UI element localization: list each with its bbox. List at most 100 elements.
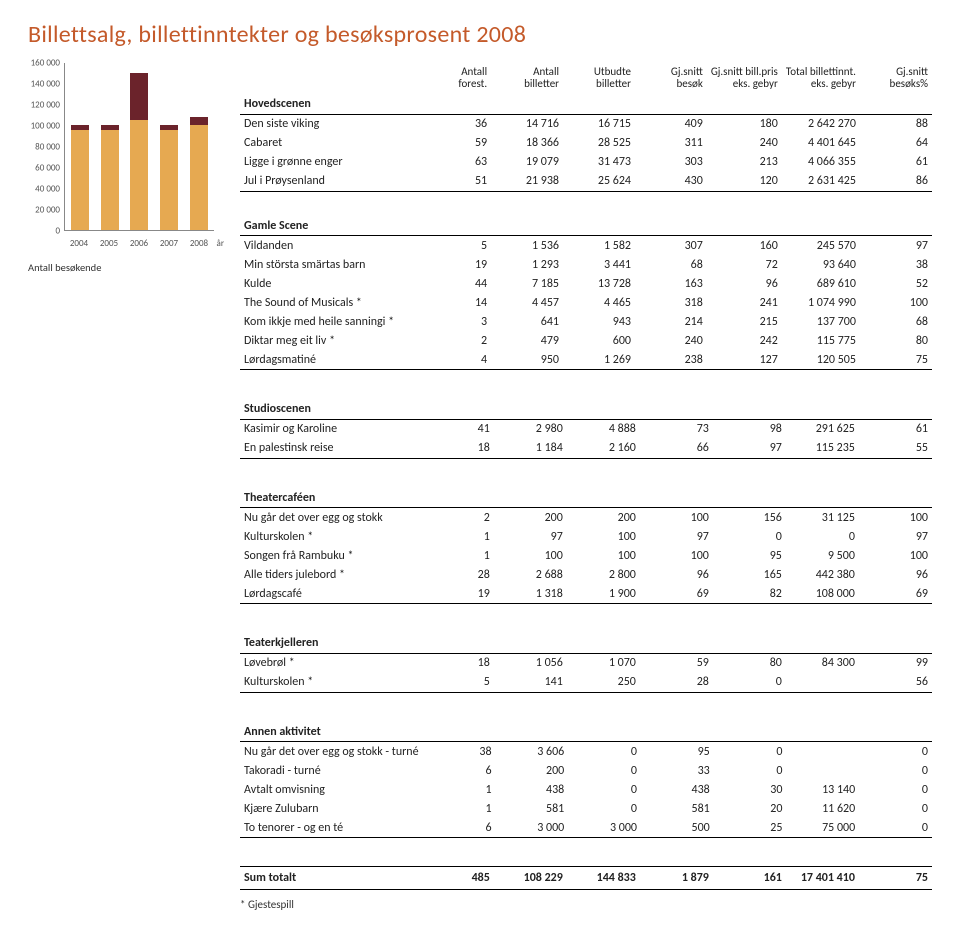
table-cell: 93 640 <box>782 255 860 274</box>
table-cell: 59 <box>640 653 713 673</box>
table-cell: 430 <box>635 172 707 192</box>
table-cell: 1 070 <box>567 653 640 673</box>
table-cell: 4 401 645 <box>782 134 860 153</box>
table-cell: 156 <box>713 508 786 528</box>
table-cell: 97 <box>494 527 567 546</box>
table-row: To tenorer - og en té63 0003 0005002575 … <box>240 818 932 838</box>
section-title: Annen aktivitet <box>240 721 932 742</box>
table-cell: 75 000 <box>786 818 859 838</box>
chart-ytick: 60 000 <box>28 163 60 174</box>
page-title: Billettsalg, billettinntekter og besøksp… <box>28 20 932 49</box>
table-cell: 1 293 <box>491 255 563 274</box>
table-cell: 18 <box>421 653 494 673</box>
table-cell: 69 <box>640 584 713 604</box>
table-cell: Min största smärtas barn <box>240 255 419 274</box>
table-cell: 163 <box>635 274 707 293</box>
table-cell: 3 <box>419 312 491 331</box>
table-cell: 200 <box>496 761 569 780</box>
table-cell: 438 <box>496 780 569 799</box>
col-header: Antallbilletter <box>491 63 563 93</box>
table-row: Takoradi - turné620003300 <box>240 761 932 780</box>
totals-row: Sum totalt485108 229144 8331 87916117 40… <box>240 867 932 890</box>
col-header: Gj.snittbesøk <box>635 63 707 93</box>
table-cell: 0 <box>859 780 932 799</box>
table-row: The Sound of Musicals *144 4574 46531824… <box>240 293 932 312</box>
chart-xtick: 2008 <box>185 238 213 249</box>
table-cell: 0 <box>568 799 641 818</box>
table-cell: 137 700 <box>782 312 860 331</box>
visitors-chart: 020 00040 00060 00080 000100 000120 0001… <box>28 63 218 253</box>
table-cell: Kulturskolen * <box>240 673 421 693</box>
table-cell: 2 800 <box>567 565 640 584</box>
chart-ytick: 0 <box>28 226 60 237</box>
table-cell: 14 716 <box>491 114 563 134</box>
table-row: Diktar meg eit liv *2479600240242115 775… <box>240 331 932 350</box>
table-cell: 141 <box>494 673 567 693</box>
table-cell: 127 <box>707 350 782 370</box>
chart-xtick: 2007 <box>155 238 183 249</box>
table-row: Avtalt omvisning143804383013 1400 <box>240 780 932 799</box>
table-cell: 51 <box>419 172 491 192</box>
table-cell: 38 <box>423 742 496 762</box>
chart-bar <box>101 125 119 230</box>
table-row: Cabaret5918 36628 5253112404 401 64564 <box>240 134 932 153</box>
table-cell: 120 <box>707 172 782 192</box>
chart-bar <box>190 117 208 230</box>
table-row: Lørdagscafé191 3181 9006982108 00069 <box>240 584 932 604</box>
chart-ytick: 160 000 <box>28 58 60 69</box>
totals-cell: 75 <box>859 867 932 890</box>
table-cell: 2 <box>419 331 491 350</box>
table-cell: 200 <box>494 508 567 528</box>
table-cell: 86 <box>860 172 932 192</box>
table-cell: 1 184 <box>494 439 567 459</box>
section-title: Gamle Scene <box>240 215 932 236</box>
table-cell: 1 269 <box>563 350 635 370</box>
table-cell: 100 <box>859 546 932 565</box>
table-cell: 479 <box>491 331 563 350</box>
table-cell: 100 <box>567 546 640 565</box>
table-cell: 311 <box>635 134 707 153</box>
table-cell: 2 160 <box>567 439 640 459</box>
table-cell: 943 <box>563 312 635 331</box>
table-cell: 240 <box>707 134 782 153</box>
table-cell: 14 <box>419 293 491 312</box>
table-cell: 80 <box>713 653 786 673</box>
table-row: Ligge i grønne enger6319 07931 473303213… <box>240 153 932 172</box>
table-cell: 3 000 <box>568 818 641 838</box>
table-cell: 0 <box>786 527 859 546</box>
table-row: Kom ikkje med heile sanningi *3641943214… <box>240 312 932 331</box>
table-cell: 2 688 <box>494 565 567 584</box>
table-cell: 64 <box>860 134 932 153</box>
section-title: Studioscenen <box>240 398 932 419</box>
chart-ytick: 40 000 <box>28 184 60 195</box>
table-cell: 100 <box>860 293 932 312</box>
table-cell: 55 <box>859 439 932 459</box>
table-cell: 1 <box>421 546 494 565</box>
table-cell: 31 125 <box>786 508 859 528</box>
data-table: Antallforest.AntallbilletterUtbudtebille… <box>240 63 932 370</box>
totals-table: Sum totalt485108 229144 8331 87916117 40… <box>240 866 932 890</box>
table-cell: 1 056 <box>494 653 567 673</box>
table-row: Lørdagsmatiné49501 269238127120 50575 <box>240 350 932 370</box>
table-cell: 4 888 <box>567 419 640 439</box>
table-cell: 4 066 355 <box>782 153 860 172</box>
table-cell: 82 <box>713 584 786 604</box>
table-cell: Lørdagscafé <box>240 584 421 604</box>
table-cell: 20 <box>714 799 787 818</box>
table-cell: 19 <box>421 584 494 604</box>
table-cell: 500 <box>641 818 714 838</box>
table-row: Kasimir og Karoline412 9804 8887398291 6… <box>240 419 932 439</box>
table-cell: 3 000 <box>496 818 569 838</box>
table-cell: 115 235 <box>786 439 859 459</box>
table-cell: Takoradi - turné <box>240 761 423 780</box>
table-cell: 63 <box>419 153 491 172</box>
chart-ytick: 120 000 <box>28 100 60 111</box>
table-cell: 245 570 <box>782 236 860 256</box>
table-cell: Alle tiders julebord * <box>240 565 421 584</box>
table-cell: To tenorer - og en té <box>240 818 423 838</box>
table-cell: 950 <box>491 350 563 370</box>
table-cell: 409 <box>635 114 707 134</box>
chart-x-unit: år <box>217 238 224 249</box>
table-cell: 1 074 990 <box>782 293 860 312</box>
table-cell: 438 <box>641 780 714 799</box>
